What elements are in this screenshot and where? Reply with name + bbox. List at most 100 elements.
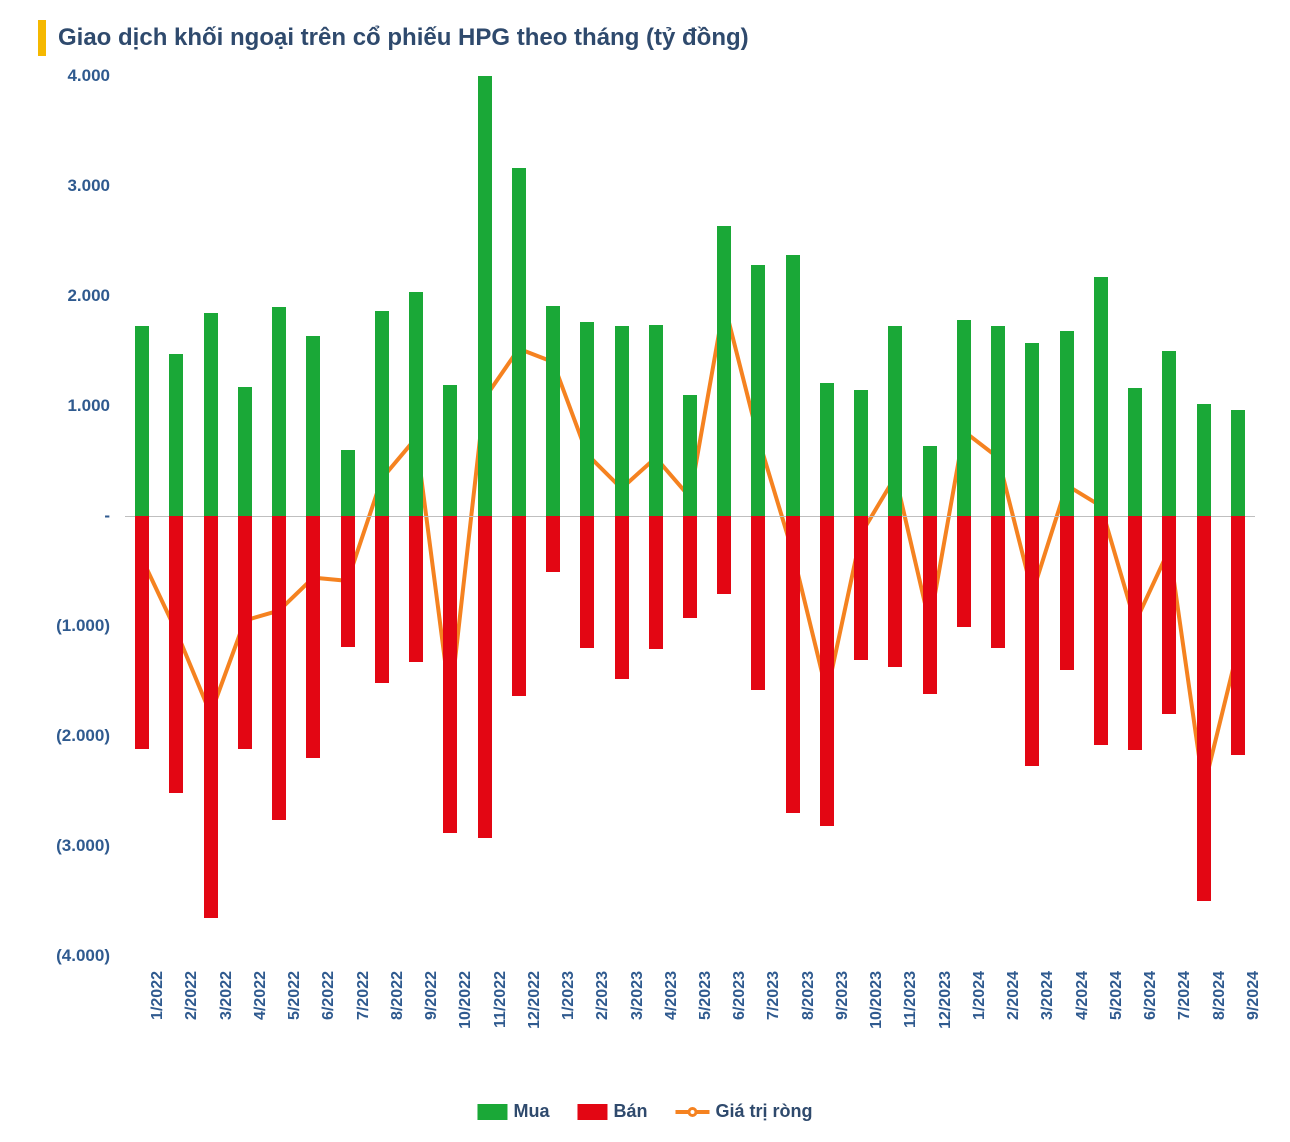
y-tick-label: 2.000: [67, 286, 110, 306]
buy-bar: [649, 325, 663, 516]
x-tick-label: 8/2022: [389, 971, 407, 1020]
legend-line-net: [676, 1104, 710, 1120]
x-tick-label: 12/2022: [526, 971, 544, 1029]
legend-marker-net: [688, 1107, 698, 1117]
legend-swatch-sell: [577, 1104, 607, 1120]
sell-bar: [306, 516, 320, 758]
legend-label-buy: Mua: [513, 1101, 549, 1122]
x-tick-label: 9/2022: [423, 971, 441, 1020]
x-tick-label: 2/2024: [1005, 971, 1023, 1020]
sell-bar: [272, 516, 286, 820]
buy-bar: [204, 313, 218, 517]
x-tick-label: 3/2023: [629, 971, 647, 1020]
sell-bar: [1128, 516, 1142, 750]
x-tick-label: 9/2023: [834, 971, 852, 1020]
sell-bar: [443, 516, 457, 833]
y-tick-label: -: [104, 506, 110, 526]
sell-bar: [1025, 516, 1039, 766]
sell-bar: [204, 516, 218, 918]
sell-bar: [375, 516, 389, 683]
y-axis: 4.0003.0002.0001.000-(1.000)(2.000)(3.00…: [40, 76, 120, 956]
y-tick-label: 1.000: [67, 396, 110, 416]
buy-bar: [375, 311, 389, 516]
plot-area: [125, 76, 1255, 956]
buy-bar: [443, 385, 457, 516]
x-tick-label: 4/2023: [663, 971, 681, 1020]
buy-bar: [512, 168, 526, 516]
x-tick-label: 2/2022: [183, 971, 201, 1020]
sell-bar: [580, 516, 594, 648]
x-tick-label: 6/2024: [1142, 971, 1160, 1020]
buy-bar: [888, 326, 902, 516]
legend-item-net: Giá trị ròng: [676, 1101, 813, 1122]
sell-bar: [854, 516, 868, 660]
buy-bar: [169, 354, 183, 516]
sell-bar: [409, 516, 423, 662]
sell-bar: [957, 516, 971, 627]
x-tick-label: 11/2023: [902, 971, 920, 1028]
x-tick-label: 4/2024: [1074, 971, 1092, 1020]
sell-bar: [512, 516, 526, 696]
x-tick-label: 10/2023: [868, 971, 886, 1029]
sell-bar: [717, 516, 731, 594]
x-tick-label: 11/2022: [492, 971, 510, 1028]
x-tick-label: 7/2023: [765, 971, 783, 1020]
x-tick-label: 5/2024: [1108, 971, 1126, 1020]
y-tick-label: 4.000: [67, 66, 110, 86]
y-tick-label: (3.000): [56, 836, 110, 856]
buy-bar: [1060, 331, 1074, 516]
buy-bar: [1231, 410, 1245, 516]
legend: Mua Bán Giá trị ròng: [477, 1101, 812, 1122]
buy-bar: [546, 306, 560, 516]
buy-bar: [135, 326, 149, 516]
buy-bar: [751, 265, 765, 516]
legend-label-net: Giá trị ròng: [716, 1101, 813, 1122]
x-axis-labels: 1/2022 2/2022 3/2022 4/2022 5/2022 6/2022 7/20…: [125, 971, 1255, 1091]
legend-item-sell: Bán: [577, 1101, 647, 1122]
legend-item-buy: Mua: [477, 1101, 549, 1122]
chart-title: Giao dịch khối ngoại trên cổ phiếu HPG t…: [58, 24, 749, 52]
buy-bar: [238, 387, 252, 516]
sell-bar: [683, 516, 697, 618]
x-tick-label: 6/2023: [731, 971, 749, 1020]
x-tick-label: 5/2023: [697, 971, 715, 1020]
y-tick-label: 3.000: [67, 176, 110, 196]
sell-bar: [649, 516, 663, 649]
x-tick-label: 1/2023: [560, 971, 578, 1020]
title-accent-bar: [38, 20, 46, 56]
x-tick-label: 3/2024: [1039, 971, 1057, 1020]
x-tick-label: 12/2023: [937, 971, 955, 1029]
sell-bar: [1094, 516, 1108, 745]
sell-bar: [135, 516, 149, 749]
x-tick-label: 1/2022: [149, 971, 167, 1020]
x-tick-label: 4/2022: [252, 971, 270, 1020]
buy-bar: [923, 446, 937, 516]
x-tick-label: 3/2022: [218, 971, 236, 1020]
buy-bar: [957, 320, 971, 516]
buy-bar: [580, 322, 594, 516]
buy-bar: [1094, 277, 1108, 516]
buy-bar: [854, 390, 868, 517]
buy-bar: [991, 326, 1005, 516]
buy-bar: [717, 226, 731, 516]
chart-title-row: Giao dịch khối ngoại trên cổ phiếu HPG t…: [38, 20, 1260, 56]
sell-bar: [238, 516, 252, 749]
x-tick-label: 7/2024: [1176, 971, 1194, 1020]
buy-bar: [409, 292, 423, 516]
x-tick-label: 5/2022: [286, 971, 304, 1020]
buy-bar: [1197, 404, 1211, 516]
y-tick-label: (2.000): [56, 726, 110, 746]
sell-bar: [786, 516, 800, 813]
buy-bar: [1162, 351, 1176, 516]
y-tick-label: (4.000): [56, 946, 110, 966]
buy-bar: [341, 450, 355, 516]
sell-bar: [1197, 516, 1211, 901]
x-tick-label: 10/2022: [457, 971, 475, 1029]
x-tick-label: 1/2024: [971, 971, 989, 1020]
y-tick-label: (1.000): [56, 616, 110, 636]
x-tick-label: 6/2022: [320, 971, 338, 1020]
sell-bar: [1060, 516, 1074, 670]
sell-bar: [1231, 516, 1245, 755]
buy-bar: [615, 326, 629, 516]
sell-bar: [1162, 516, 1176, 714]
